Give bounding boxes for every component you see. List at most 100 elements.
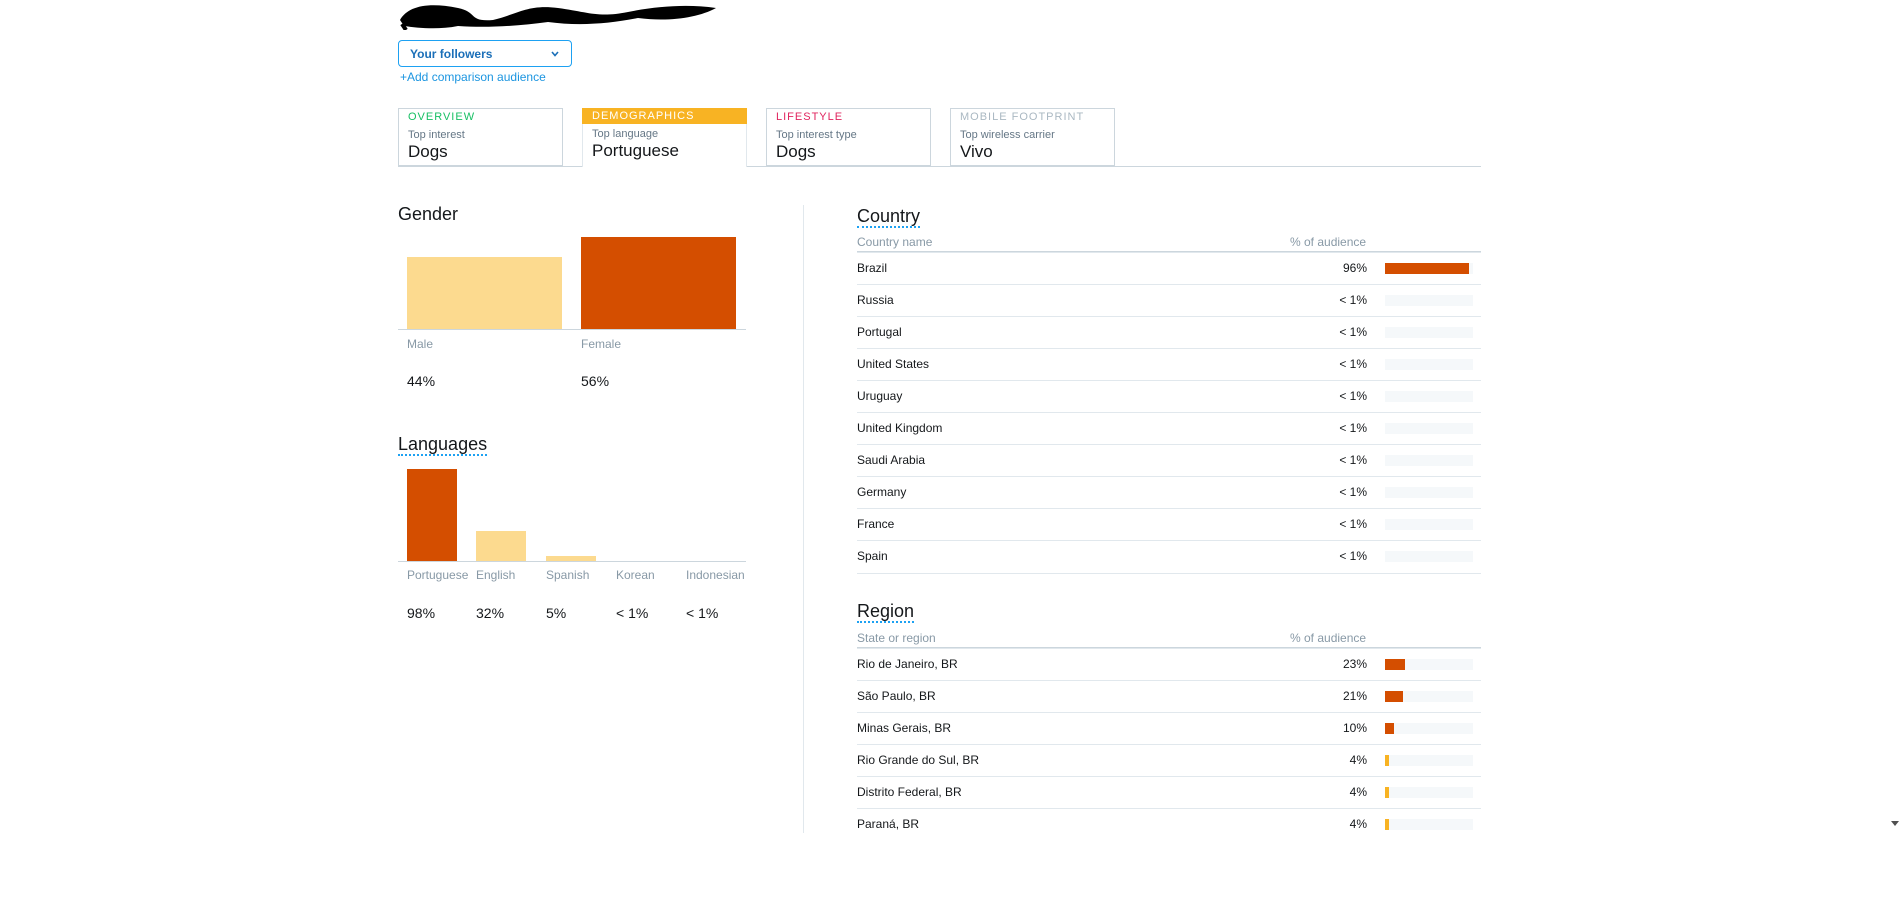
region-bar-track xyxy=(1385,755,1473,766)
country-row[interactable]: Spain < 1% xyxy=(857,540,1481,574)
country-pct: < 1% xyxy=(1339,293,1367,307)
languages-axis-line xyxy=(398,561,746,562)
tab-subtitle: Top wireless carrier xyxy=(960,129,1055,141)
language-bar-english xyxy=(476,530,526,561)
column-divider xyxy=(803,205,804,833)
tab-value: Vivo xyxy=(960,142,993,161)
gender-label: Female xyxy=(581,337,622,351)
country-row[interactable]: Germany < 1% xyxy=(857,476,1481,509)
region-row[interactable]: São Paulo, BR 21% xyxy=(857,680,1481,713)
country-row[interactable]: United Kingdom < 1% xyxy=(857,412,1481,445)
region-bar-fill xyxy=(1385,787,1389,798)
country-row[interactable]: United States < 1% xyxy=(857,348,1481,381)
country-pct: < 1% xyxy=(1339,485,1367,499)
tabs-underline xyxy=(398,166,1481,167)
tab-overview[interactable]: Overview Top interest Dogs xyxy=(398,108,563,166)
tab-mobile-footprint[interactable]: Mobile Footprint Top wireless carrier Vivo xyxy=(950,108,1115,166)
region-bar-fill xyxy=(1385,755,1389,766)
country-title[interactable]: Country xyxy=(857,206,921,228)
country-bar-track xyxy=(1385,391,1473,402)
region-bar-fill xyxy=(1385,691,1404,702)
tab-demographics[interactable]: Demographics Top language Portuguese xyxy=(582,108,747,167)
region-name-header: State or region xyxy=(857,631,936,645)
country-name: United Kingdom xyxy=(857,421,943,435)
region-name: Rio Grande do Sul, BR xyxy=(857,753,980,767)
region-bar-fill xyxy=(1385,659,1406,670)
country-bar-track xyxy=(1385,327,1473,338)
region-bar-fill xyxy=(1385,819,1389,830)
country-pct: < 1% xyxy=(1339,453,1367,467)
region-bar-fill xyxy=(1385,723,1394,734)
region-name: São Paulo, BR xyxy=(857,689,936,703)
language-pct: < 1% xyxy=(616,605,649,621)
country-row[interactable]: Russia < 1% xyxy=(857,284,1481,317)
region-title[interactable]: Region xyxy=(857,601,915,623)
audience-dropdown-label: Your followers xyxy=(410,46,493,61)
region-bar-track xyxy=(1385,787,1473,798)
country-name: France xyxy=(857,517,895,531)
languages-title-text: Languages xyxy=(398,434,488,456)
language-bar-portuguese xyxy=(407,469,457,561)
country-header-line xyxy=(857,251,1481,252)
country-row[interactable]: Uruguay < 1% xyxy=(857,380,1481,413)
region-bar-track xyxy=(1385,691,1473,702)
country-title-text: Country xyxy=(857,206,921,228)
country-row[interactable]: Portugal < 1% xyxy=(857,316,1481,349)
country-bar-track xyxy=(1385,423,1473,434)
country-name: Brazil xyxy=(857,261,888,275)
country-row[interactable]: Brazil 96% xyxy=(857,252,1481,285)
language-label: Indonesian xyxy=(686,568,745,582)
country-bar-track xyxy=(1385,359,1473,370)
add-comparison-audience-link[interactable]: +Add comparison audience xyxy=(400,70,546,84)
country-bar-track xyxy=(1385,551,1473,562)
language-label: Korean xyxy=(616,568,655,582)
country-bar-track xyxy=(1385,487,1473,498)
country-name: Saudi Arabia xyxy=(857,453,926,467)
tab-category: Overview xyxy=(408,111,476,123)
country-pct: < 1% xyxy=(1339,421,1367,435)
languages-title[interactable]: Languages xyxy=(398,434,488,456)
tab-category: Demographics xyxy=(582,108,747,124)
region-name: Paraná, BR xyxy=(857,817,920,831)
country-row[interactable]: Saudi Arabia < 1% xyxy=(857,444,1481,477)
country-bar-track xyxy=(1385,519,1473,530)
region-row[interactable]: Paraná, BR 4% xyxy=(857,808,1481,841)
country-pct: 96% xyxy=(1342,261,1367,275)
country-pct: < 1% xyxy=(1339,357,1367,371)
gender-bar-female xyxy=(581,237,736,329)
region-row[interactable]: Minas Gerais, BR 10% xyxy=(857,712,1481,745)
gender-title: Gender xyxy=(398,204,459,224)
country-pct: < 1% xyxy=(1339,325,1367,339)
region-pct: 4% xyxy=(1349,817,1367,831)
scrollbar-track[interactable] xyxy=(1891,0,1900,812)
language-label: English xyxy=(476,568,516,582)
country-bar-track xyxy=(1385,263,1473,274)
scroll-down-arrow-icon[interactable] xyxy=(1890,818,1900,828)
country-name: Germany xyxy=(857,485,907,499)
language-pct: < 1% xyxy=(686,605,719,621)
country-row[interactable]: France < 1% xyxy=(857,508,1481,541)
gender-axis-line xyxy=(398,329,746,330)
region-bar-track xyxy=(1385,819,1473,830)
region-pct: 21% xyxy=(1342,689,1367,703)
region-row[interactable]: Rio Grande do Sul, BR 4% xyxy=(857,744,1481,777)
country-pct: < 1% xyxy=(1339,549,1367,563)
region-bar-track xyxy=(1385,723,1473,734)
language-pct: 98% xyxy=(407,605,436,621)
region-name: Minas Gerais, BR xyxy=(857,721,952,735)
country-name: Spain xyxy=(857,549,888,563)
region-row[interactable]: Rio de Janeiro, BR 23% xyxy=(857,648,1481,681)
country-bar-track xyxy=(1385,455,1473,466)
region-row[interactable]: Distrito Federal, BR 4% xyxy=(857,776,1481,809)
region-pct: 23% xyxy=(1342,657,1367,671)
country-pct-header: % of audience xyxy=(1290,235,1367,249)
language-label: Spanish xyxy=(546,568,590,582)
gender-bar-male xyxy=(407,256,562,329)
country-bar-fill xyxy=(1385,263,1470,274)
tab-lifestyle[interactable]: Lifestyle Top interest type Dogs xyxy=(766,108,931,166)
country-name-header: Country name xyxy=(857,235,933,249)
country-pct: < 1% xyxy=(1339,517,1367,531)
country-pct: < 1% xyxy=(1339,389,1367,403)
audience-dropdown[interactable]: Your followers xyxy=(398,40,572,67)
region-pct-header: % of audience xyxy=(1290,631,1367,645)
